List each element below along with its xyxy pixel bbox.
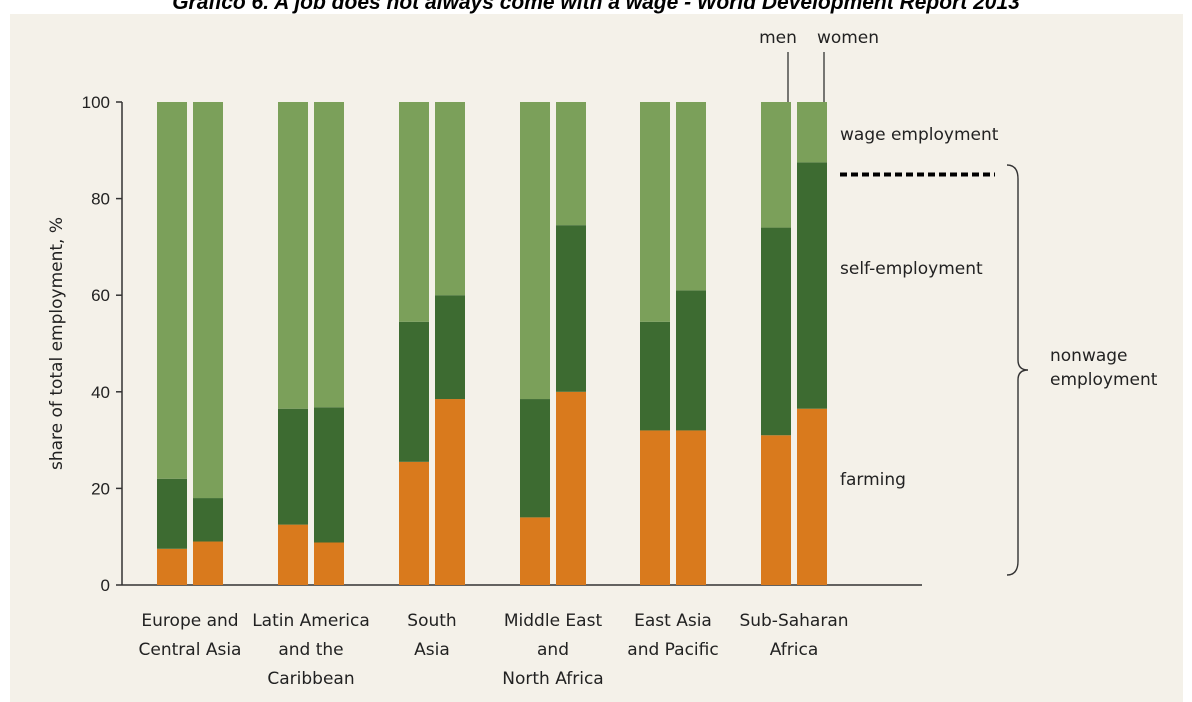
y-tick-label: 100 xyxy=(82,93,110,112)
y-tick-label: 80 xyxy=(91,190,110,209)
bar-self-employment-men xyxy=(157,478,187,549)
category-label: and xyxy=(537,640,569,660)
nonwage-employment-label: employment xyxy=(1050,370,1158,390)
bar-wage-employment-women xyxy=(193,102,223,499)
bar-self-employment-women xyxy=(435,295,465,400)
y-tick-label: 20 xyxy=(91,479,110,498)
category-label: Middle East xyxy=(504,611,603,631)
bar-farming-women xyxy=(556,391,586,585)
category-label: Africa xyxy=(770,640,819,660)
bar-wage-employment-women xyxy=(676,102,706,291)
category-label: and Pacific xyxy=(627,640,718,660)
bars xyxy=(157,102,827,585)
category-label: North Africa xyxy=(502,669,603,689)
bar-farming-women xyxy=(435,399,465,585)
bar-farming-women xyxy=(797,408,827,585)
wage-employment-label: wage employment xyxy=(840,125,999,145)
category-label: Latin America xyxy=(252,611,370,631)
bar-wage-employment-women xyxy=(556,102,586,226)
bar-farming-men xyxy=(640,430,670,585)
bar-self-employment-women xyxy=(314,407,344,543)
category-label: South xyxy=(407,611,456,631)
bar-wage-employment-men xyxy=(278,102,308,409)
category-label: Sub-Saharan xyxy=(739,611,848,631)
bar-wage-employment-men xyxy=(520,102,550,400)
bar-farming-men xyxy=(278,524,308,585)
bar-self-employment-women xyxy=(797,162,827,409)
nonwage-brace xyxy=(1006,164,1029,576)
women-label: women xyxy=(817,28,879,48)
bar-farming-men xyxy=(157,548,187,585)
farming-label: farming xyxy=(840,470,906,490)
y-tick-label: 40 xyxy=(91,383,110,402)
bar-self-employment-women xyxy=(676,290,706,431)
bar-farming-women xyxy=(314,542,344,585)
bar-wage-employment-women xyxy=(435,102,465,296)
bar-wage-employment-women xyxy=(314,102,344,408)
category-label: Caribbean xyxy=(267,669,354,689)
category-label: Europe and xyxy=(141,611,238,631)
bar-self-employment-men xyxy=(520,399,550,518)
bar-wage-employment-men xyxy=(761,102,791,228)
bar-farming-men xyxy=(399,461,429,585)
y-tick-label: 60 xyxy=(91,286,110,305)
nonwage-employment-label: nonwage xyxy=(1050,346,1128,366)
bar-wage-employment-men xyxy=(399,102,429,322)
y-axis-label: share of total employment, % xyxy=(47,217,67,470)
bar-wage-employment-men xyxy=(157,102,187,479)
bar-self-employment-men xyxy=(399,321,429,462)
category-label: Central Asia xyxy=(139,640,242,660)
bar-farming-women xyxy=(193,541,223,585)
bar-self-employment-women xyxy=(193,498,223,542)
category-label: Asia xyxy=(414,640,450,660)
bar-self-employment-men xyxy=(640,321,670,431)
bar-self-employment-men xyxy=(761,227,791,436)
labels: Europe and Central Asia Latin America and t… xyxy=(139,28,1158,689)
self-employment-label: self-employment xyxy=(840,259,983,279)
y-tick-label: 0 xyxy=(101,576,110,595)
category-label: and the xyxy=(278,640,343,660)
bar-wage-employment-men xyxy=(640,102,670,322)
bar-farming-men xyxy=(520,517,550,585)
category-label: East Asia xyxy=(634,611,712,631)
bar-self-employment-women xyxy=(556,225,586,392)
bar-self-employment-men xyxy=(278,408,308,525)
chart-title: Gráfico 6. A job does not always come wi… xyxy=(172,0,1020,14)
men-label: men xyxy=(759,28,797,48)
bar-farming-women xyxy=(676,430,706,585)
bar-farming-men xyxy=(761,435,791,585)
bar-wage-employment-women xyxy=(797,102,827,163)
